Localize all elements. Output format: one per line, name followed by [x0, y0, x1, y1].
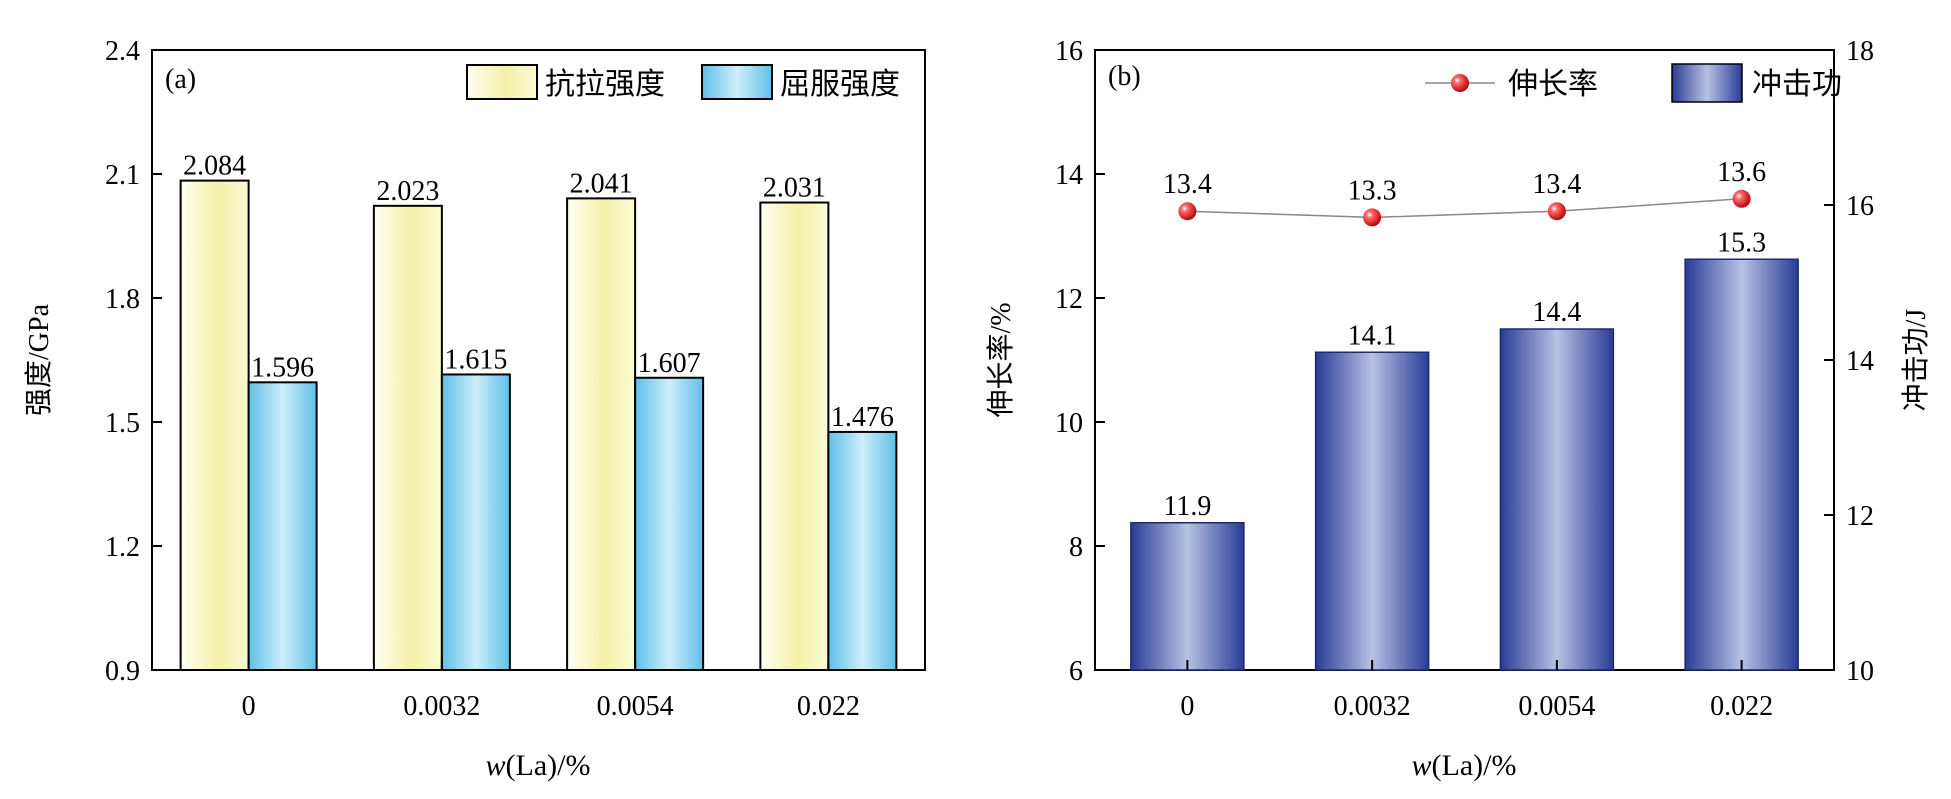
panel-b-right-y-axis-title: 冲击功/J [1900, 309, 1932, 412]
data-label-elongation-1: 13.3 [1348, 175, 1397, 206]
panel-b-bars: 11.9 14.1 14.4 15.3 [1130, 227, 1799, 671]
panel-a-y-axis-title: 强度/GPa [23, 303, 55, 416]
y-tick-label-2: 1.5 [105, 408, 140, 439]
panel-a-label: (a) [165, 64, 196, 95]
bar-tensile-3 [759, 201, 830, 672]
left-y-tick-label-4: 14 [1055, 160, 1083, 191]
right-y-tick-label-2: 14 [1846, 346, 1874, 377]
panel-a-frame [151, 49, 926, 671]
right-y-tick-label-0: 10 [1846, 656, 1874, 687]
y-tick-label-4: 2.1 [105, 160, 140, 191]
panel-b-left-y-axis: 6 8 10 12 14 16 [1055, 36, 1105, 687]
panel-b-x-axis-title-rest: (La)/% [1432, 749, 1517, 782]
x-tick-label-0: 0 [242, 691, 256, 722]
y-tick-label-1: 1.2 [105, 532, 140, 563]
bar-impact-0 [1130, 522, 1245, 671]
data-label-tensile-2: 2.041 [570, 168, 633, 199]
legend-swatch-impact [1671, 63, 1743, 103]
elongation-point-2 [1547, 202, 1566, 221]
bar-yield-3 [827, 430, 898, 672]
data-label-elongation-2: 13.4 [1532, 169, 1581, 200]
right-y-tick-label-4: 18 [1846, 36, 1874, 67]
panel-b: 11.9 14.1 14.4 15.3 13.4 13.3 13.4 13.6 6 8 10 12… [985, 36, 1932, 782]
data-label-tensile-0: 2.084 [183, 151, 246, 182]
data-label-elongation-3: 13.6 [1717, 157, 1766, 188]
panel-a-y-axis: 0.9 1.2 1.5 1.8 2.1 2.4 [105, 36, 162, 687]
legend-label-yield: 屈服强度 [780, 68, 900, 101]
bar-impact-2 [1499, 328, 1615, 671]
data-label-yield-1: 1.615 [444, 344, 507, 375]
data-label-yield-2: 1.607 [638, 348, 701, 379]
data-label-tensile-1: 2.023 [376, 176, 439, 207]
elongation-point-1 [1363, 208, 1382, 227]
left-y-tick-label-1: 8 [1069, 532, 1083, 563]
legend-label-tensile: 抗拉强度 [545, 68, 665, 101]
legend-label-impact: 冲击功 [1752, 68, 1842, 101]
bar-yield-2 [634, 376, 705, 671]
bar-tensile-1 [372, 204, 443, 671]
panel-b-line: 13.4 13.3 13.4 13.6 [1163, 157, 1766, 227]
panel-a-x-axis-title: w(La)/% [486, 749, 591, 782]
left-y-tick-label-2: 10 [1055, 408, 1083, 439]
bar-tensile-2 [566, 197, 637, 672]
panel-b-left-y-axis-title: 伸长率/% [985, 302, 1017, 417]
bar-impact-1 [1314, 351, 1430, 671]
legend-swatch-tensile [466, 64, 538, 100]
legend-marker-elongation [1451, 74, 1469, 92]
panel-a-x-axis-title-var: w [486, 749, 506, 782]
y-tick-label-5: 2.4 [105, 36, 140, 67]
b-x-tick-label-1: 0.0032 [1334, 691, 1411, 722]
data-label-yield-0: 1.596 [251, 352, 314, 383]
b-x-tick-label-0: 0 [1180, 691, 1194, 722]
panel-a: 2.084 1.596 2.023 1.615 2.041 1.607 2.031 1.476… [23, 36, 926, 782]
data-label-yield-3: 1.476 [831, 402, 894, 433]
panel-b-right-y-axis: 10 12 14 16 18 [1824, 36, 1874, 687]
x-tick-label-3: 0.022 [797, 691, 860, 722]
data-label-tensile-3: 2.031 [763, 173, 826, 204]
b-x-tick-label-2: 0.0054 [1518, 691, 1595, 722]
x-tick-label-1: 0.0032 [403, 691, 480, 722]
panel-a-bars: 2.084 1.596 2.023 1.615 2.041 1.607 2.031 1.476 [179, 151, 898, 672]
panel-b-label: (b) [1108, 61, 1141, 92]
right-y-tick-label-1: 12 [1846, 501, 1874, 532]
bar-yield-0 [247, 381, 318, 671]
legend-label-elongation: 伸长率 [1508, 68, 1598, 101]
elongation-line [1187, 198, 1742, 219]
elongation-point-0 [1178, 202, 1197, 221]
panel-b-x-axis: 0 0.0032 0.0054 0.022 [1180, 660, 1773, 722]
data-label-impact-3: 15.3 [1717, 227, 1766, 258]
panel-a-x-axis: 0 0.0032 0.0054 0.022 [242, 660, 860, 722]
panel-a-x-axis-title-rest: (La)/% [506, 749, 591, 782]
elongation-point-3 [1732, 189, 1751, 208]
data-label-impact-0: 11.9 [1163, 491, 1211, 522]
left-y-tick-label-0: 6 [1069, 656, 1083, 687]
bar-yield-1 [440, 373, 511, 671]
y-tick-label-0: 0.9 [105, 656, 140, 687]
bar-tensile-0 [179, 179, 250, 671]
legend-swatch-yield [701, 64, 773, 100]
y-tick-label-3: 1.8 [105, 284, 140, 315]
bar-impact-3 [1684, 258, 1799, 671]
panel-b-legend: 伸长率 冲击功 [1425, 63, 1842, 103]
panel-a-legend: 抗拉强度 屈服强度 [466, 64, 900, 101]
panel-b-x-axis-title-var: w [1412, 749, 1432, 782]
b-x-tick-label-3: 0.022 [1710, 691, 1773, 722]
right-y-tick-label-3: 16 [1846, 191, 1874, 222]
panel-b-x-axis-title: w(La)/% [1412, 749, 1517, 782]
x-tick-label-2: 0.0054 [597, 691, 674, 722]
left-y-tick-label-5: 16 [1055, 36, 1083, 67]
data-label-impact-1: 14.1 [1348, 320, 1397, 351]
data-label-impact-2: 14.4 [1532, 297, 1581, 328]
left-y-tick-label-3: 12 [1055, 284, 1083, 315]
data-label-elongation-0: 13.4 [1163, 169, 1212, 200]
